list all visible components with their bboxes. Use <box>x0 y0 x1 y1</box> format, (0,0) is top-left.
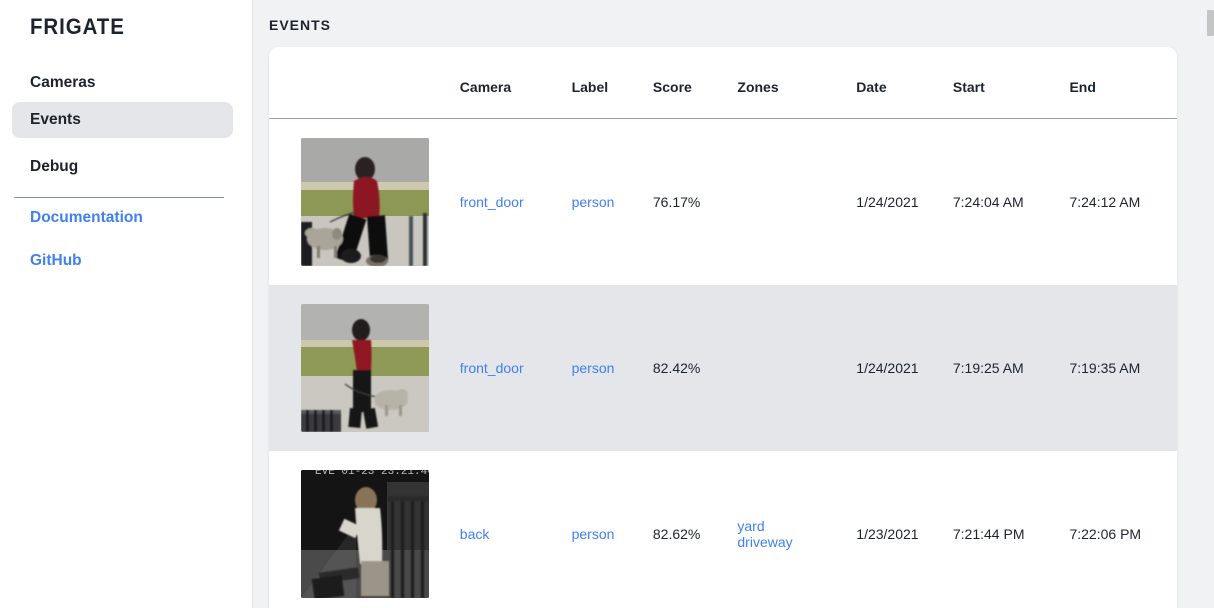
svg-text:EVE 01-23 23:21:44: EVE 01-23 23:21:44 <box>315 470 429 478</box>
